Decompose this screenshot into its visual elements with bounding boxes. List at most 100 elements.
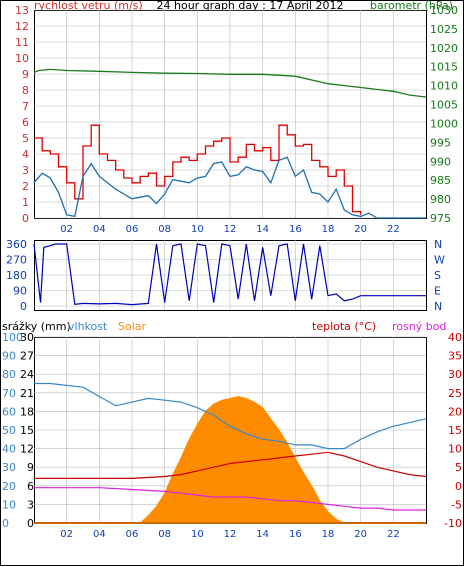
temperature-tick-label: 0 xyxy=(455,480,462,493)
rain-tick-label: 18 xyxy=(20,405,34,418)
direction-degree-label: 0 xyxy=(20,300,27,313)
rain-tick-label: 3 xyxy=(27,498,34,511)
baro-tick-label: 1005 xyxy=(430,99,458,112)
baro-tick-label: 1015 xyxy=(430,61,458,74)
temperature-tick-label: 20 xyxy=(448,405,462,418)
wind-tick-label: 11 xyxy=(15,36,29,49)
direction-compass-label: N xyxy=(434,238,442,251)
rain-tick-label: 12 xyxy=(20,443,34,456)
direction-compass-label: N xyxy=(434,300,442,313)
wind-tick-label: 7 xyxy=(22,100,29,113)
wind-tick-label: 3 xyxy=(22,164,29,177)
rain-tick-label: 6 xyxy=(27,480,34,493)
humidity-tick-label: 0 xyxy=(2,517,9,530)
wind-tick-label: 0 xyxy=(22,212,29,225)
x-tick-label: 20 xyxy=(354,224,367,235)
baro-tick-label: 975 xyxy=(430,212,451,225)
humidity-tick-label: 80 xyxy=(2,368,16,381)
x-tick-label: 14 xyxy=(256,224,269,235)
humidity-tick-label: 50 xyxy=(2,424,16,437)
x-tick-label: 06 xyxy=(126,224,139,235)
rain-tick-label: 27 xyxy=(20,350,34,363)
humidity-tick-label: 100 xyxy=(2,331,23,344)
wind-series xyxy=(33,156,426,219)
dewpoint-axis-label: rosný bod xyxy=(392,320,446,333)
x-tick-label: 08 xyxy=(158,529,171,540)
temperature-series xyxy=(34,451,427,479)
x-tick-label: 18 xyxy=(322,224,335,235)
dewpoint-series xyxy=(34,487,426,511)
temperature-tick-label: 35 xyxy=(448,350,462,363)
x-tick-label: 10 xyxy=(191,529,204,540)
baro-tick-label: 990 xyxy=(430,155,451,168)
direction-compass-label: E xyxy=(434,285,441,298)
x-tick-label: 12 xyxy=(224,529,237,540)
panel2-series xyxy=(33,243,426,306)
wind-axis-label: rychlost vetru (m/s) xyxy=(34,0,143,12)
panel1-frame xyxy=(34,10,427,219)
direction-degree-ticks: 0 90 180 270 360 xyxy=(6,238,27,313)
wind-tick-label: 4 xyxy=(22,148,29,161)
humidity-tick-label: 70 xyxy=(2,387,16,400)
wind-tick-label: 9 xyxy=(22,68,29,81)
baro-tick-label: 1000 xyxy=(430,117,458,130)
x-tick-label: 16 xyxy=(289,224,302,235)
x-tick-label: 06 xyxy=(126,529,139,540)
x-tick-label: 04 xyxy=(93,224,106,235)
solar-axis-label: Solar xyxy=(118,320,147,333)
wind-tick-label: 5 xyxy=(22,132,29,145)
x-tick-label: 14 xyxy=(256,529,269,540)
humidity-tick-label: 10 xyxy=(2,498,16,511)
temperature-tick-label: 10 xyxy=(448,443,462,456)
rain-tick-label: 24 xyxy=(20,368,34,381)
baro-axis-label: barometr (hPa) xyxy=(370,0,453,12)
x-tick-label: 16 xyxy=(289,529,302,540)
humidity-tick-label: 90 xyxy=(2,350,16,363)
humidity-axis-label: vlhkost xyxy=(68,320,108,333)
baro-tick-label: 1010 xyxy=(430,80,458,93)
baro-series xyxy=(33,68,427,98)
wind-tick-label: 12 xyxy=(15,20,29,33)
panel3-series xyxy=(34,382,427,524)
temperature-tick-label: 30 xyxy=(448,368,462,381)
x-tick-label: 20 xyxy=(354,529,367,540)
direction-series xyxy=(33,243,426,306)
direction-compass-label: S xyxy=(434,269,441,282)
direction-degree-label: 360 xyxy=(6,238,27,251)
gust-series xyxy=(34,124,362,215)
x-tick-label: 10 xyxy=(191,224,204,235)
direction-degree-label: 270 xyxy=(6,254,27,267)
temperature-axis-label: teplota (°C) xyxy=(312,320,376,333)
x-tick-label: 12 xyxy=(224,224,237,235)
x-tick-label: 02 xyxy=(60,224,73,235)
panel1-series xyxy=(33,68,427,219)
x-axis-ticks: 02 02 04 04 06 06 08 08 10 10 12 12 14 14 16 16 18 18 20 20… xyxy=(60,224,399,540)
wind-tick-label: 10 xyxy=(15,52,29,65)
baro-tick-label: 985 xyxy=(430,174,451,187)
baro-tick-label: 1025 xyxy=(430,23,458,36)
baro-ticks: 975 980 985 990 995 1000 1005 1010 1015 1020 1025 1… xyxy=(430,4,458,225)
rain-tick-label: 0 xyxy=(27,517,34,530)
rain-tick-label: 15 xyxy=(20,424,34,437)
baro-tick-label: 980 xyxy=(430,193,451,206)
chart-title: 24 hour graph day : 17 April 2012 xyxy=(157,0,344,12)
direction-degree-label: 180 xyxy=(6,269,27,282)
temperature-tick-label: 25 xyxy=(448,387,462,400)
x-tick-label: 22 xyxy=(387,224,400,235)
wind-tick-label: 2 xyxy=(22,180,29,193)
temperature-tick-label: 5 xyxy=(455,461,462,474)
wind-tick-label: 6 xyxy=(22,116,29,129)
solar-series xyxy=(34,396,426,524)
humidity-series xyxy=(34,382,427,450)
x-tick-label: 22 xyxy=(387,529,400,540)
wind-tick-label: 13 xyxy=(15,4,29,17)
temperature-tick-label: -5 xyxy=(451,498,462,511)
x-tick-label: 18 xyxy=(322,529,335,540)
panel2-grid xyxy=(34,240,426,310)
direction-compass-label: W xyxy=(434,254,445,267)
